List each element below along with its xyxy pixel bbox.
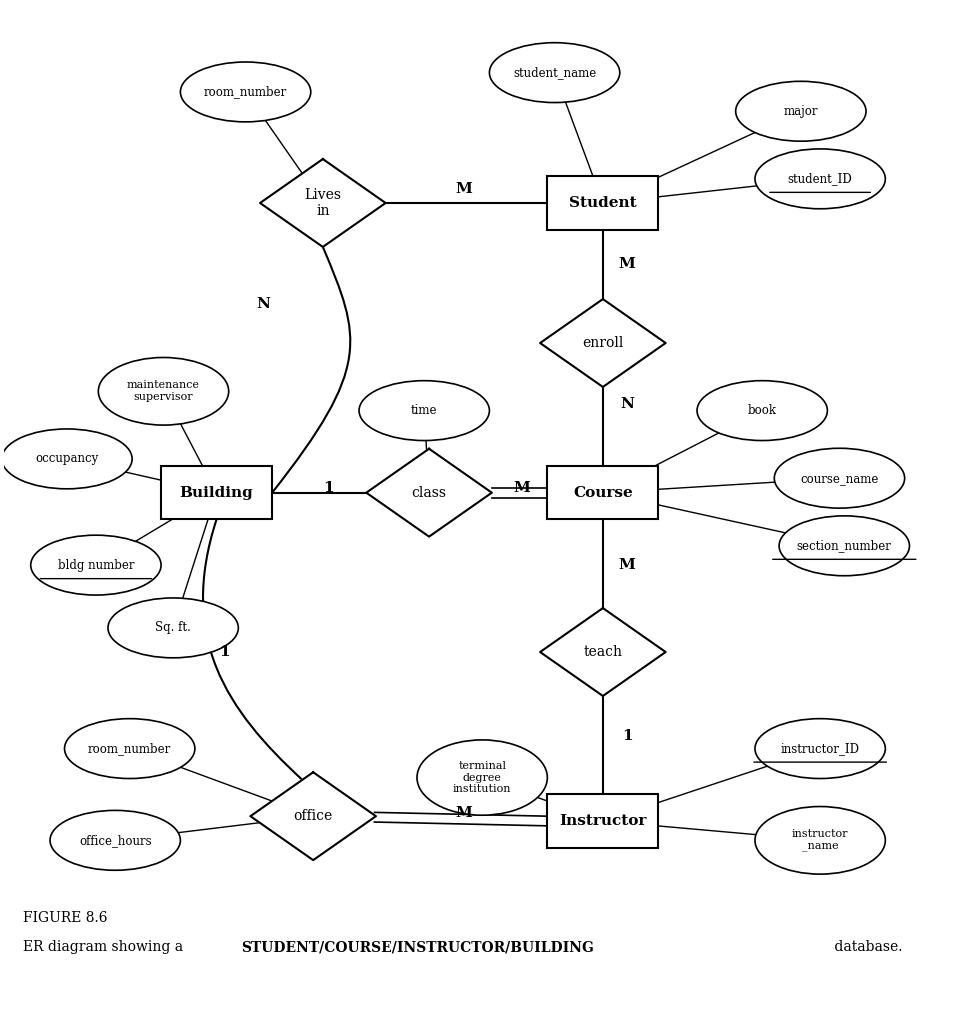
Polygon shape <box>260 159 386 247</box>
Ellipse shape <box>180 62 311 122</box>
Text: M: M <box>456 806 472 820</box>
Text: STUDENT/COURSE/INSTRUCTOR/BUILDING: STUDENT/COURSE/INSTRUCTOR/BUILDING <box>241 940 593 954</box>
Ellipse shape <box>50 810 180 870</box>
Text: 1: 1 <box>219 645 230 659</box>
Text: office_hours: office_hours <box>79 834 152 847</box>
Text: enroll: enroll <box>582 336 623 350</box>
Ellipse shape <box>108 598 239 657</box>
Ellipse shape <box>2 429 132 488</box>
Text: FIGURE 8.6: FIGURE 8.6 <box>23 911 108 926</box>
Ellipse shape <box>779 516 910 575</box>
Ellipse shape <box>98 357 229 425</box>
FancyBboxPatch shape <box>161 466 272 519</box>
Text: Lives
in: Lives in <box>304 187 341 218</box>
Text: student_ID: student_ID <box>788 172 852 185</box>
Text: database.: database. <box>830 940 902 954</box>
Polygon shape <box>541 299 665 387</box>
FancyBboxPatch shape <box>547 176 658 229</box>
Text: room_number: room_number <box>88 742 171 755</box>
Ellipse shape <box>64 719 195 778</box>
Text: student_name: student_name <box>513 67 596 79</box>
Text: M: M <box>456 181 472 196</box>
Text: book: book <box>748 404 776 417</box>
Text: terminal
degree
institution: terminal degree institution <box>453 761 511 795</box>
Ellipse shape <box>755 807 885 874</box>
Text: room_number: room_number <box>204 85 287 98</box>
FancyBboxPatch shape <box>547 466 658 519</box>
Text: 1: 1 <box>323 481 334 495</box>
Ellipse shape <box>774 449 905 508</box>
Text: instructor_ID: instructor_ID <box>780 742 860 755</box>
Ellipse shape <box>755 148 885 209</box>
Polygon shape <box>366 449 492 537</box>
Polygon shape <box>250 772 376 860</box>
Ellipse shape <box>359 381 489 440</box>
Text: Building: Building <box>180 485 253 500</box>
Text: occupancy: occupancy <box>35 453 98 465</box>
Text: bldg number: bldg number <box>57 559 134 571</box>
Text: M: M <box>618 558 635 572</box>
Text: M: M <box>618 257 635 270</box>
Text: maintenance
supervisor: maintenance supervisor <box>127 381 200 402</box>
Text: M: M <box>513 481 530 495</box>
Text: N: N <box>256 297 270 311</box>
Ellipse shape <box>755 719 885 778</box>
Text: major: major <box>784 104 818 118</box>
Text: Instructor: Instructor <box>559 814 647 828</box>
Ellipse shape <box>697 381 827 440</box>
Text: Course: Course <box>573 485 633 500</box>
Text: N: N <box>620 397 634 411</box>
FancyBboxPatch shape <box>547 795 658 848</box>
Text: 1: 1 <box>621 729 632 743</box>
Ellipse shape <box>735 81 866 141</box>
Polygon shape <box>541 608 665 696</box>
Text: instructor
_name: instructor _name <box>792 829 848 852</box>
Text: course_name: course_name <box>801 472 879 484</box>
Ellipse shape <box>31 536 161 595</box>
Text: section_number: section_number <box>797 540 892 552</box>
Text: class: class <box>412 485 446 500</box>
Ellipse shape <box>417 740 547 815</box>
Text: ER diagram showing a: ER diagram showing a <box>23 940 188 954</box>
Text: teach: teach <box>583 645 622 659</box>
Ellipse shape <box>489 43 619 102</box>
Text: office: office <box>293 809 333 823</box>
Text: Student: Student <box>569 196 637 210</box>
Text: time: time <box>411 404 437 417</box>
Text: Sq. ft.: Sq. ft. <box>155 622 191 635</box>
